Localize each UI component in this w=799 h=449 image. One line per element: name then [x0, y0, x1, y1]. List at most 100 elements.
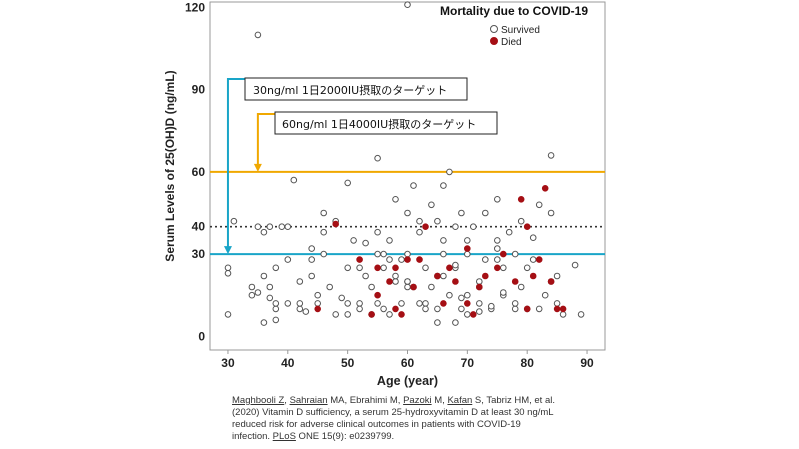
survived-point	[368, 283, 375, 291]
survived-point	[446, 168, 453, 176]
x-tick-label: 60	[401, 356, 415, 370]
survived-point	[553, 272, 561, 280]
axes: 30 40 50 60 70 80 90 0 30 40 60 90 120 Age (year) Seru…	[163, 0, 594, 388]
plot-frame	[209, 1, 606, 351]
died-point	[559, 305, 567, 313]
survived-point	[452, 261, 459, 269]
survived-point	[404, 209, 411, 217]
citation-author-3[interactable]: Pazoki	[403, 395, 432, 406]
y-axis-label: Serum Levels of 25(OH)D (ng/mL)	[163, 70, 177, 261]
died-point	[523, 223, 531, 230]
survived-point	[254, 223, 262, 230]
survived-point	[404, 278, 411, 285]
died-point	[553, 305, 561, 313]
survived-point	[458, 305, 465, 313]
survived-point	[374, 300, 381, 307]
died-point	[398, 311, 405, 318]
survived-point	[386, 237, 393, 244]
survived-point	[482, 256, 489, 263]
survived-point	[416, 300, 423, 307]
survived-point	[434, 319, 441, 326]
survived-point	[428, 283, 435, 291]
survived-point	[272, 305, 280, 313]
survived-point	[344, 300, 352, 307]
died-point	[511, 278, 519, 285]
x-axis-label: Age (year)	[377, 374, 438, 388]
citation-line-3: reduced risk for adverse clinical outcom…	[232, 419, 521, 430]
survived-point	[386, 256, 393, 263]
survived-point	[452, 223, 459, 230]
survived-point	[416, 228, 423, 236]
survived-point	[284, 300, 292, 307]
survived-point	[410, 182, 417, 189]
survived-point	[374, 154, 381, 162]
died-point	[374, 291, 381, 299]
survived-point	[296, 278, 304, 285]
survived-point	[248, 283, 256, 291]
survived-point	[464, 311, 471, 318]
died-point	[404, 256, 411, 263]
survived-point	[553, 300, 561, 307]
x-tick-label: 90	[580, 356, 594, 370]
survived-point	[344, 264, 352, 272]
citation-line-1: Maghbooli Z, Sahraian MA, Ebrahimi M, Pa…	[232, 395, 612, 407]
y-tick-label: 30	[192, 247, 206, 261]
died-point	[470, 311, 477, 318]
survived-point	[272, 316, 280, 324]
survived-point	[266, 223, 274, 230]
survived-point	[254, 31, 262, 39]
survived-point	[511, 305, 519, 313]
y-tick-label: 60	[192, 165, 206, 179]
citation-author-4[interactable]: Kafan	[447, 395, 473, 406]
died-point	[368, 311, 375, 318]
citation-journal[interactable]: PLoS	[272, 431, 296, 442]
survived-point	[308, 272, 316, 280]
died-point	[410, 283, 417, 291]
survived-point	[398, 300, 405, 307]
survived-point	[494, 196, 501, 203]
citation-author-1[interactable]: Maghbooli Z	[232, 395, 285, 406]
survived-point	[464, 291, 471, 299]
survived-point	[571, 261, 579, 269]
survived-point	[541, 291, 549, 299]
died-point	[523, 305, 531, 313]
citation-author-2[interactable]: Sahraian	[289, 395, 328, 406]
survived-point	[296, 305, 304, 313]
survived-point	[260, 272, 268, 280]
survived-point	[458, 294, 465, 302]
survived-point	[500, 264, 507, 272]
survived-point	[224, 264, 232, 272]
died-point	[332, 220, 340, 228]
survived-point	[224, 311, 232, 318]
survived-point	[523, 264, 531, 272]
survived-point	[511, 300, 519, 307]
died-point	[314, 305, 322, 313]
died-point	[452, 278, 459, 285]
survived-point	[404, 250, 411, 258]
survived-point	[547, 152, 555, 159]
x-tick-label: 70	[461, 356, 475, 370]
arrow-30-head	[223, 246, 232, 255]
survived-point	[326, 283, 334, 291]
died-point	[464, 245, 471, 252]
survived-point	[535, 201, 543, 209]
survived-point	[272, 264, 280, 272]
x-tick-label: 30	[221, 356, 235, 370]
died-point	[392, 305, 399, 313]
died-point	[440, 300, 447, 307]
survived-point	[482, 209, 489, 217]
legend-title: Mortality due to COVID-19	[440, 4, 588, 18]
citation-sep: ,	[284, 395, 290, 406]
survived-point	[392, 272, 399, 280]
survived-point	[547, 209, 555, 217]
survived-point	[422, 305, 429, 313]
survived-point	[452, 319, 459, 326]
legend-survived-label: Survived	[501, 25, 540, 36]
survived-point	[494, 256, 501, 263]
survived-point	[332, 311, 340, 318]
survived-point	[428, 201, 435, 209]
survived-point	[559, 311, 567, 318]
died-point	[374, 264, 381, 272]
survived-point	[374, 228, 381, 236]
